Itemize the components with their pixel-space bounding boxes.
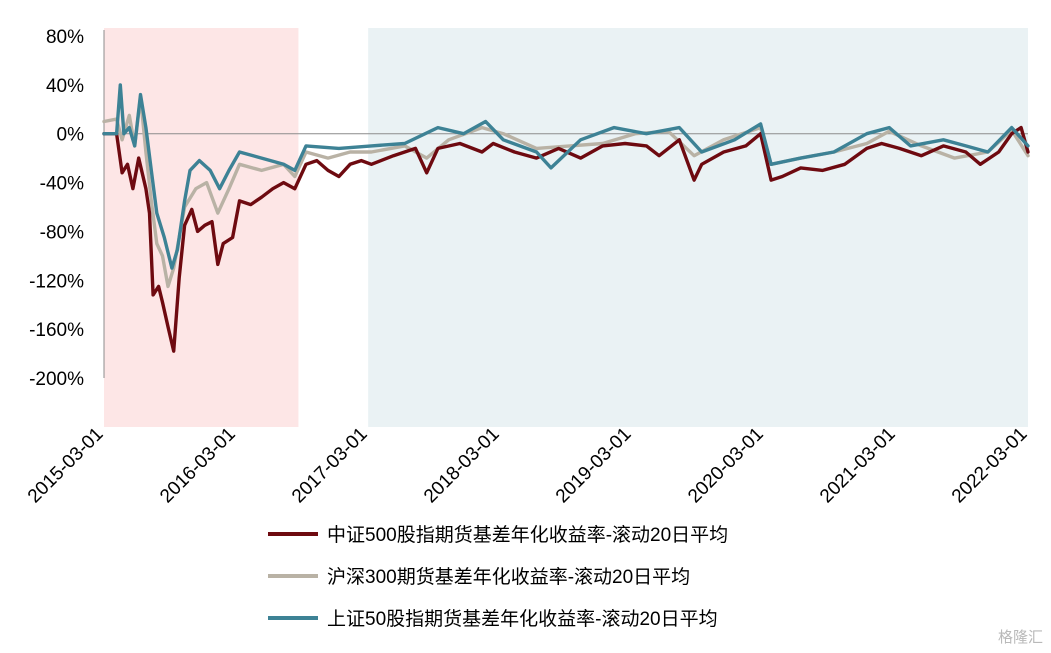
legend-label-2: 沪深300期货基差年化收益率-滚动20日平均	[327, 566, 690, 588]
y-tick-label: -160%	[29, 320, 84, 341]
x-tick-label: 2018-03-01	[420, 424, 504, 508]
y-tick-label: -200%	[29, 369, 84, 390]
shaded-regions	[104, 28, 1028, 427]
shaded-region-2	[368, 28, 1028, 427]
y-tick-label: 80%	[46, 27, 84, 48]
y-tick-label: -40%	[40, 174, 84, 195]
watermark: 格隆汇	[997, 628, 1043, 646]
y-tick-labels: 80% 40% 0% -40% -80% -120% -160% -200%	[29, 27, 84, 390]
x-tick-label: 2019-03-01	[552, 424, 636, 508]
legend-label-3: 上证50股指期货基差年化收益率-滚动20日平均	[327, 608, 718, 630]
series-group	[102, 83, 1030, 353]
y-tick-label: -80%	[40, 222, 84, 243]
y-tick-label: 40%	[46, 76, 84, 97]
legend-label-1: 中证500股指期货基差年化收益率-滚动20日平均	[327, 524, 728, 546]
x-tick-label: 2021-03-01	[816, 424, 900, 508]
x-tick-label: 2017-03-01	[288, 424, 372, 508]
series-line-1	[102, 125, 1030, 353]
x-tick-label: 2015-03-01	[24, 424, 108, 508]
legend: 中证500股指期货基差年化收益率-滚动20日平均沪深300期货基差年化收益率-滚…	[268, 524, 728, 630]
x-tick-label: 2022-03-01	[948, 424, 1032, 508]
x-tick-labels: 2015-03-01 2016-03-01 2017-03-01 2018-03-01…	[24, 424, 1032, 508]
x-tick-label: 2016-03-01	[156, 424, 240, 508]
series-line-3	[102, 83, 1030, 270]
axes	[103, 30, 1028, 378]
y-tick-label: -120%	[29, 271, 84, 292]
x-tick-label: 2020-03-01	[684, 424, 768, 508]
y-tick-label: 0%	[57, 125, 85, 146]
